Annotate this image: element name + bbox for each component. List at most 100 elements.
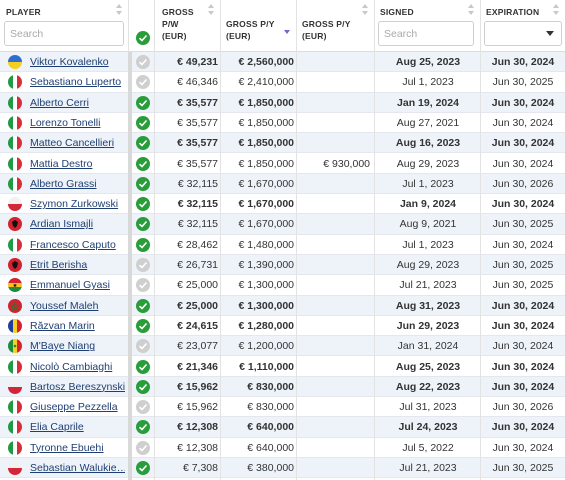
gross-per-year: € 1,110,000 — [239, 360, 294, 373]
player-name-link[interactable]: Youssef Maleh — [30, 299, 99, 312]
player-name-link[interactable]: Alberto Cerri — [30, 96, 89, 109]
column-divider — [220, 52, 221, 480]
table-row[interactable]: Giuseppe Pezzella € 15,962 € 830,000 Jul 31… — [0, 397, 565, 418]
player-name-link[interactable]: Francesco Caputo — [30, 238, 116, 251]
sort-gross-py2-icon[interactable] — [362, 4, 370, 18]
gross-per-year: € 1,280,000 — [238, 319, 294, 332]
gross-per-year-alt: € 930,000 — [323, 157, 370, 170]
gross-per-year-alt — [298, 397, 370, 417]
italy-flag-icon — [8, 176, 22, 191]
player-name-link[interactable]: Giuseppe Pezzella — [30, 401, 118, 414]
column-gross-py-2[interactable]: GROSS P/Y (EUR) — [296, 0, 374, 52]
table-row[interactable]: Răzvan Marin € 24,615 € 1,280,000 Jun 29, 2… — [0, 315, 565, 337]
player-name-link[interactable]: Emmanuel Gyasi — [30, 279, 110, 292]
status-inactive-icon — [136, 75, 150, 90]
player-name-link[interactable]: Bartosz Bereszynski — [30, 380, 125, 393]
status-check-icon — [136, 237, 150, 252]
player-name-link[interactable]: Elia Caprile — [30, 421, 84, 434]
expiration-filter-select[interactable] — [484, 21, 562, 46]
table-row[interactable]: Viktor Kovalenko € 49,231 € 2,560,000 Aug 2… — [0, 52, 565, 73]
table-row[interactable]: Ardian Ismajli € 32,115 € 1,670,000 Aug 9, … — [0, 214, 565, 235]
column-divider — [480, 52, 481, 480]
table-row[interactable]: M'Baye Niang € 23,077 € 1,200,000 Jan 31, 2… — [0, 336, 565, 357]
table-row[interactable]: Bartosz Bereszynski € 15,962 € 830,000 Aug … — [0, 376, 565, 398]
column-signed[interactable]: SIGNED — [374, 0, 480, 52]
gross-per-year: € 640,000 — [247, 421, 294, 434]
status-inactive-icon — [136, 400, 150, 415]
table-row[interactable]: Etrit Berisha € 26,731 € 1,390,000 Aug 29, … — [0, 255, 565, 276]
column-divider — [154, 52, 155, 480]
table-row[interactable]: Nicolò Cambiaghi € 21,346 € 1,110,000 Aug 2… — [0, 356, 565, 377]
status-filter-check-icon[interactable] — [136, 31, 150, 45]
player-name-link[interactable]: Lorenzo Tonelli — [30, 116, 101, 129]
signed-search-input[interactable] — [378, 21, 474, 46]
gross-per-year-alt — [298, 235, 370, 255]
table-row[interactable]: Francesco Caputo € 28,462 € 1,480,000 Jul 1… — [0, 234, 565, 255]
column-gross-pw[interactable]: GROSS P/W (EUR) — [156, 0, 220, 52]
table-row[interactable]: Tyronne Ebuehi € 12,308 € 640,000 Jul 5, 20… — [0, 437, 565, 458]
sort-player-icon[interactable] — [116, 4, 124, 18]
column-gross-py[interactable]: GROSS P/Y (EUR) — [220, 0, 296, 52]
table-row[interactable]: Youssef Maleh € 25,000 € 1,300,000 Aug 31, … — [0, 295, 565, 316]
player-name-link[interactable]: Etrit Berisha — [30, 259, 88, 271]
table-row[interactable]: Emmanuel Gyasi € 25,000 € 1,300,000 Jul 21,… — [0, 275, 565, 296]
header-divider — [480, 0, 481, 52]
gross-per-year: € 1,670,000 — [238, 218, 294, 231]
table-row[interactable]: Lorenzo Tonelli € 35,577 € 1,850,000 Aug 27… — [0, 112, 565, 134]
player-name-link[interactable]: Sebastiano Luperto — [30, 76, 122, 89]
column-divider — [296, 52, 297, 480]
player-name-link[interactable]: Sebastian Walukie… — [30, 462, 125, 474]
expiration-date: Jun 30, 2024 — [491, 137, 555, 150]
table-row[interactable]: Alberto Grassi € 32,115 € 1,670,000 Jul 1, … — [0, 173, 565, 195]
gross-per-year: € 1,850,000 — [238, 96, 294, 109]
status-check-icon — [136, 318, 150, 333]
player-name-link[interactable]: Viktor Kovalenko — [30, 56, 109, 68]
sort-expiration-icon[interactable] — [553, 4, 561, 18]
gross-per-week: € 7,308 — [182, 462, 218, 474]
signed-date: Jan 9, 2024 — [399, 198, 457, 211]
sort-gross-py-active-icon[interactable] — [284, 30, 292, 44]
signed-date: Jul 1, 2023 — [402, 76, 454, 89]
table-row[interactable]: Alberto Cerri € 35,577 € 1,850,000 Jan 19, … — [0, 92, 565, 113]
table-row[interactable]: Sebastian Walukie… € 7,308 € 380,000 Jul 21… — [0, 458, 565, 479]
column-divider — [374, 52, 375, 480]
column-expiration[interactable]: EXPIRATION — [480, 0, 565, 52]
expiration-date: Jun 30, 2024 — [491, 319, 555, 332]
player-search-input[interactable] — [4, 21, 124, 46]
table-row[interactable]: Mattia Destro € 35,577 € 1,850,000 € 930,00… — [0, 153, 565, 174]
gross-per-year-alt — [298, 194, 370, 214]
table-row[interactable]: Sebastiano Luperto € 46,346 € 2,410,000 Jul… — [0, 72, 565, 93]
status-check-icon — [136, 115, 150, 130]
gross-per-week: € 15,962 — [177, 380, 218, 393]
sort-signed-icon[interactable] — [468, 4, 476, 18]
player-name-link[interactable]: M'Baye Niang — [30, 340, 96, 353]
table-row[interactable]: Matteo Cancellieri € 35,577 € 1,850,000 Aug… — [0, 133, 565, 154]
status-check-icon — [136, 420, 150, 435]
player-name-link[interactable]: Ardian Ismajli — [30, 218, 94, 231]
gross-per-year: € 1,300,000 — [238, 279, 294, 292]
sort-gross-pw-icon[interactable] — [208, 4, 216, 18]
player-name-link[interactable]: Răzvan Marin — [30, 319, 95, 332]
player-name-link[interactable]: Szymon Zurkowski — [30, 198, 119, 211]
player-name-link[interactable]: Mattia Destro — [30, 157, 93, 170]
player-name-link[interactable]: Tyronne Ebuehi — [30, 441, 104, 454]
gross-per-week: € 35,577 — [177, 137, 218, 150]
expiration-date: Jun 30, 2024 — [491, 56, 555, 68]
expiration-date: Jun 30, 2024 — [491, 421, 555, 434]
gross-pw-line1: GROSS — [162, 7, 194, 17]
gross-pw-line3: (EUR) — [162, 31, 187, 41]
signed-date: Jun 29, 2023 — [396, 319, 460, 332]
player-name-link[interactable]: Matteo Cancellieri — [30, 137, 115, 150]
gross-per-year: € 380,000 — [247, 462, 294, 474]
gross-per-week: € 32,115 — [177, 198, 218, 211]
signed-date: Aug 16, 2023 — [395, 137, 461, 150]
gross-pw-header-label: GROSS P/W (EUR) — [162, 6, 194, 42]
player-name-link[interactable]: Alberto Grassi — [30, 177, 97, 190]
table-row[interactable]: Szymon Zurkowski € 32,115 € 1,670,000 Jan 9… — [0, 194, 565, 215]
player-name-link[interactable]: Nicolò Cambiaghi — [30, 360, 113, 373]
expiration-date: Jun 30, 2024 — [492, 441, 554, 454]
column-player[interactable]: PLAYER — [0, 0, 128, 52]
status-check-icon — [136, 379, 150, 394]
ukraine-flag-icon — [8, 55, 22, 69]
table-row[interactable]: Elia Caprile € 12,308 € 640,000 Jul 24, 202… — [0, 417, 565, 438]
